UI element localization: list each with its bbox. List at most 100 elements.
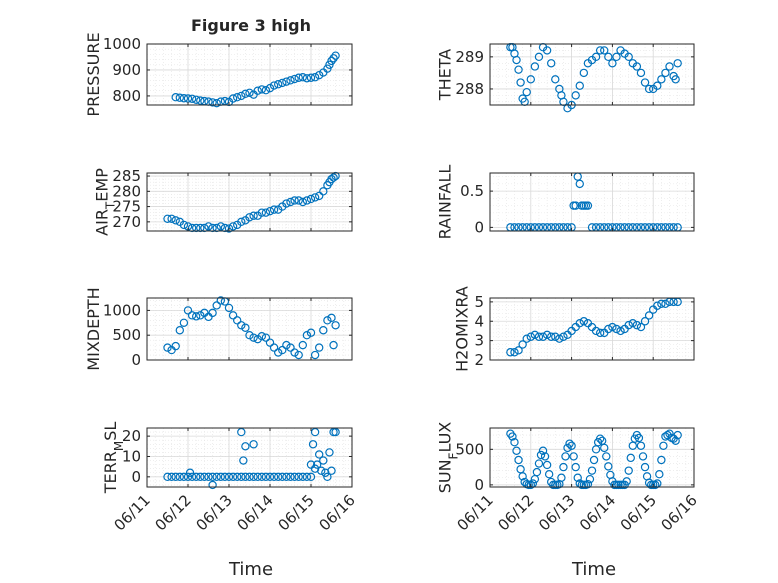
data-point [302, 331, 312, 340]
data-point [626, 453, 635, 463]
data-point [261, 208, 271, 217]
data-point [559, 462, 568, 472]
data-point [542, 330, 552, 340]
data-point [269, 81, 279, 90]
data-point [315, 343, 324, 352]
data-point [510, 438, 519, 447]
data-point [331, 171, 340, 181]
x-tick-label: 06/14 [576, 491, 619, 534]
y-axis-label: RAINFALL [436, 165, 455, 240]
data-point [298, 73, 307, 82]
data-point [257, 208, 266, 217]
data-point [665, 62, 674, 71]
data-point [583, 479, 593, 489]
data-point [286, 343, 295, 352]
data-point [673, 430, 682, 440]
data-point [512, 55, 521, 65]
y-tick-label: 275 [112, 198, 141, 216]
data-point [224, 224, 234, 233]
data-point [640, 462, 650, 472]
data-point [600, 46, 609, 55]
data-point [571, 462, 580, 472]
data-point [228, 472, 238, 482]
y-tick-label: 500 [455, 440, 484, 458]
data-point [571, 91, 580, 100]
data-point [253, 472, 262, 482]
data-point [228, 222, 238, 231]
data-point [587, 466, 597, 475]
data-point [245, 472, 254, 482]
data-point [171, 472, 180, 482]
x-tick-label: 06/13 [193, 491, 236, 534]
y-tick-label: 20 [122, 427, 141, 445]
data-point [555, 334, 564, 343]
data-point [608, 59, 617, 68]
data-point [212, 301, 221, 310]
data-point [671, 75, 680, 84]
x-tick-label: 06/15 [275, 491, 318, 534]
y-axis-label: THETA [436, 49, 455, 101]
data-point [534, 332, 544, 341]
data-point [331, 321, 340, 330]
data-point [171, 93, 180, 102]
data-point [302, 196, 312, 205]
data-point [319, 456, 328, 465]
data-point [612, 324, 621, 334]
data-point [185, 468, 195, 477]
data-point [163, 214, 172, 223]
data-point [624, 52, 633, 62]
data-point [257, 331, 266, 341]
data-point [175, 472, 184, 482]
data-point [506, 348, 515, 357]
data-point [208, 223, 217, 233]
data-point [306, 472, 316, 482]
data-point [551, 75, 560, 84]
data-point [534, 52, 544, 62]
y-axis-label: MIXDEPTH [84, 287, 103, 370]
data-point [657, 455, 666, 465]
data-point [530, 62, 540, 71]
data-point [547, 59, 556, 68]
data-point [208, 472, 217, 482]
y-tick-label: 4 [474, 312, 484, 330]
data-point [245, 88, 254, 98]
y-axis-label: AIRTEMP [93, 168, 118, 236]
data-point [514, 65, 523, 74]
data-point [522, 334, 531, 343]
y-tick-label: 0 [131, 351, 141, 369]
data-point [290, 472, 299, 482]
data-point [624, 466, 633, 475]
axes-box [489, 427, 695, 488]
data-point [595, 434, 605, 443]
data-point [274, 472, 283, 482]
data-point [286, 76, 295, 85]
data-point [237, 321, 246, 330]
data-point [542, 460, 552, 470]
data-point [175, 93, 184, 102]
data-point [602, 452, 611, 461]
data-point [294, 73, 303, 82]
data-point [595, 328, 605, 338]
data-point [319, 187, 328, 196]
data-point [561, 452, 570, 461]
data-point [632, 62, 642, 71]
data-point [526, 332, 536, 341]
data-point [224, 472, 234, 482]
data-point [163, 343, 172, 352]
data-point [212, 223, 221, 233]
data-point [591, 326, 601, 336]
data-point [237, 472, 246, 482]
data-point [183, 306, 193, 315]
data-point [329, 340, 338, 350]
data-point [232, 316, 242, 325]
data-point [583, 201, 593, 210]
data-point [573, 473, 582, 482]
data-point [257, 472, 266, 482]
data-point [216, 472, 225, 482]
data-point [636, 322, 646, 332]
data-point [187, 311, 197, 320]
data-point [163, 472, 172, 482]
